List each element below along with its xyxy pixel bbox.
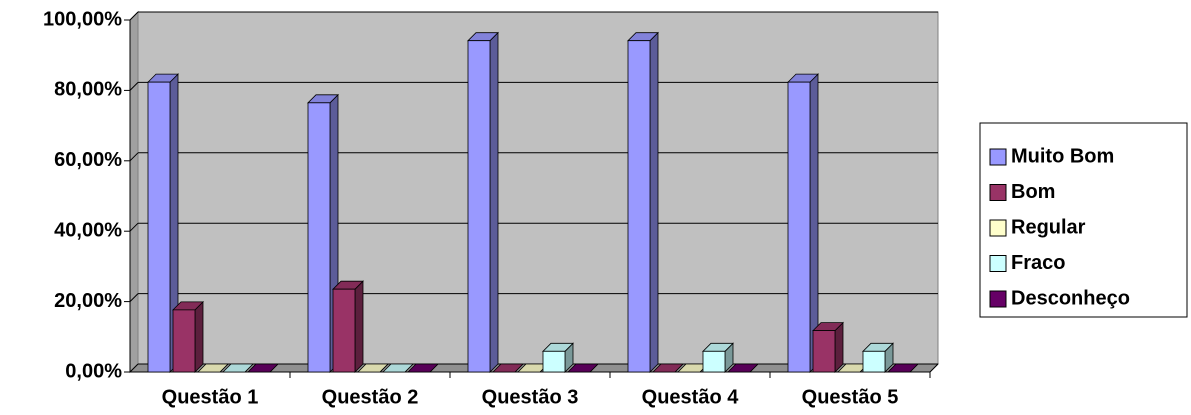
bar-top — [727, 363, 759, 373]
bar — [332, 288, 356, 373]
bar — [147, 81, 171, 373]
y-tick-label: 100,00% — [43, 8, 122, 30]
bar-side — [354, 280, 364, 373]
grid-line-side — [129, 293, 139, 302]
bar — [627, 40, 651, 373]
bar-top — [222, 363, 254, 373]
bar-top — [567, 363, 599, 373]
legend-label: Bom — [1011, 181, 1055, 203]
bar — [862, 350, 886, 373]
legend-label: Muito Bom — [1011, 145, 1114, 167]
bar-top — [407, 363, 439, 373]
bar-side — [834, 321, 844, 373]
side-wall — [129, 10, 139, 374]
legend-label: Regular — [1011, 216, 1086, 238]
bar — [307, 102, 331, 373]
x-tick-label: Questão 1 — [162, 386, 259, 408]
x-tick-label: Questão 4 — [642, 386, 740, 408]
y-tick-label: 0,00% — [65, 360, 122, 382]
bar-top — [357, 363, 389, 373]
y-tick-label: 80,00% — [54, 79, 122, 101]
x-tick-label: Questão 2 — [322, 386, 419, 408]
legend-swatch — [989, 255, 1007, 272]
legend-swatch — [989, 184, 1007, 201]
x-axis-depth — [929, 363, 939, 373]
grid-line-side — [129, 363, 139, 373]
bar — [172, 309, 196, 373]
grid-line-side — [129, 11, 139, 21]
bar — [542, 350, 566, 373]
bar-top — [492, 363, 524, 373]
bar-top — [382, 363, 414, 373]
legend-swatch — [989, 148, 1007, 166]
y-tick-label: 40,00% — [54, 219, 122, 241]
bar — [467, 40, 491, 373]
x-tick-label: Questão 5 — [802, 386, 899, 408]
legend-box — [979, 122, 1188, 318]
bar-side — [489, 31, 499, 373]
bar-top — [247, 363, 279, 373]
grid-line-side — [129, 152, 139, 162]
grid-line-side — [129, 222, 139, 232]
bar-top — [197, 363, 229, 373]
y-tick-label: 60,00% — [54, 149, 122, 171]
bar — [702, 350, 726, 373]
y-tick-label: 20,00% — [54, 290, 122, 312]
bar — [787, 81, 811, 373]
bar-top — [652, 363, 684, 373]
legend-label: Fraco — [1011, 252, 1065, 274]
legend-label: Desconheço — [1011, 287, 1130, 309]
bar-side — [649, 31, 659, 373]
bar-top — [887, 363, 919, 373]
x-tick-label: Questão 3 — [482, 386, 579, 408]
bar — [812, 330, 836, 373]
legend-swatch — [989, 219, 1007, 237]
bar-side — [194, 300, 204, 373]
grid-line-side — [129, 82, 139, 91]
legend-swatch — [989, 290, 1007, 308]
